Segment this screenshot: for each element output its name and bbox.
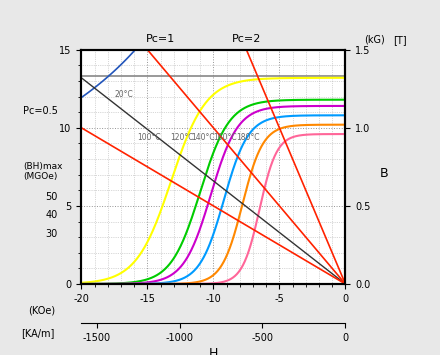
Text: [T]: [T] [393,35,407,45]
Text: 160°C: 160°C [213,133,237,142]
Text: [KA/m]: [KA/m] [22,328,55,339]
Text: (KOe): (KOe) [28,305,55,315]
Text: (BH)max
(MGOe): (BH)max (MGOe) [23,162,63,181]
Text: 50: 50 [45,192,58,202]
X-axis label: H: H [209,347,218,355]
Text: 20°C: 20°C [114,89,133,99]
Text: Pc=0.5: Pc=0.5 [23,106,58,116]
Text: 180°C: 180°C [236,133,259,142]
Text: Pc=2: Pc=2 [232,34,261,44]
Text: 120°C: 120°C [170,133,193,142]
Text: (kG): (kG) [364,35,385,45]
Y-axis label: B: B [380,167,389,180]
Text: 40: 40 [45,211,58,220]
Text: 30: 30 [45,229,58,239]
Text: 140°C: 140°C [191,133,215,142]
Text: Pc=1: Pc=1 [146,34,175,44]
Text: 100°C: 100°C [137,133,161,142]
